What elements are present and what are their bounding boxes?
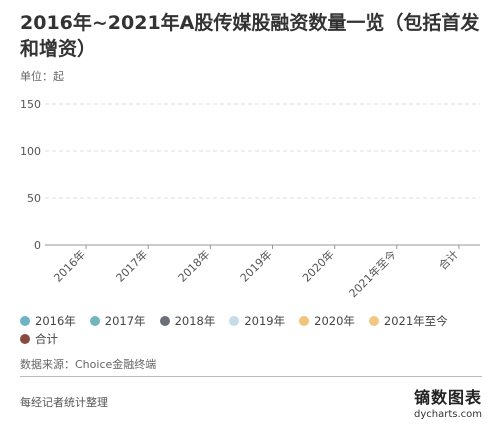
- legend-item[interactable]: 2019年: [229, 312, 285, 330]
- footer-divider: [20, 376, 482, 377]
- footer-credit: 每经记者统计整理: [20, 396, 108, 409]
- x-tick-label: 2019年: [237, 247, 274, 284]
- legend-label: 2016年: [35, 314, 76, 328]
- x-tick-label: 2017年: [113, 247, 150, 284]
- legend-swatch: [20, 316, 30, 326]
- legend-item[interactable]: 合计: [20, 330, 58, 348]
- legend-label: 2021年至今: [383, 314, 448, 328]
- x-tick-label: 2021年至今: [346, 247, 399, 300]
- legend-item[interactable]: 2017年: [89, 312, 146, 330]
- y-tick-label: 50: [27, 192, 41, 205]
- legend-swatch: [20, 334, 30, 344]
- x-tick-label: 2018年: [175, 247, 212, 284]
- legend-label: 2017年: [104, 314, 146, 328]
- legend-swatch: [368, 316, 379, 326]
- legend-swatch: [89, 316, 100, 326]
- x-tick-label: 合计: [436, 247, 461, 272]
- legend-item[interactable]: 2018年: [159, 312, 216, 330]
- legend-item[interactable]: 2016年: [20, 312, 76, 330]
- unit-label: 单位：起: [20, 70, 64, 83]
- legend-label: 2018年: [174, 314, 216, 328]
- x-tick-label: 2020年: [299, 247, 336, 284]
- chart-title: 2016年~2021年A股传媒股融资数量一览（包括首发和增资）: [20, 12, 480, 60]
- legend-label: 合计: [35, 332, 58, 346]
- legend: 2016年 2017年 2018年 2019年 2020年 2021年至今合计: [20, 312, 490, 348]
- x-tick-label: 2016年: [51, 247, 88, 284]
- legend-swatch: [299, 316, 310, 326]
- data-source: 数据来源：Choice金融终端: [20, 358, 157, 371]
- legend-label: 2019年: [244, 314, 286, 328]
- legend-item[interactable]: 2021年至今: [368, 312, 448, 330]
- y-tick-label: 0: [34, 239, 41, 252]
- y-tick-label: 150: [20, 98, 41, 111]
- legend-label: 2020年: [314, 314, 355, 328]
- brand-url: dycharts.com: [413, 409, 482, 420]
- legend-swatch: [229, 316, 240, 326]
- brand-logo: 镝数图表 dycharts.com: [414, 384, 482, 420]
- brand-name: 镝数图表: [413, 388, 482, 407]
- y-tick-label: 100: [20, 145, 41, 158]
- legend-item[interactable]: 2020年: [299, 312, 355, 330]
- legend-swatch: [159, 316, 170, 326]
